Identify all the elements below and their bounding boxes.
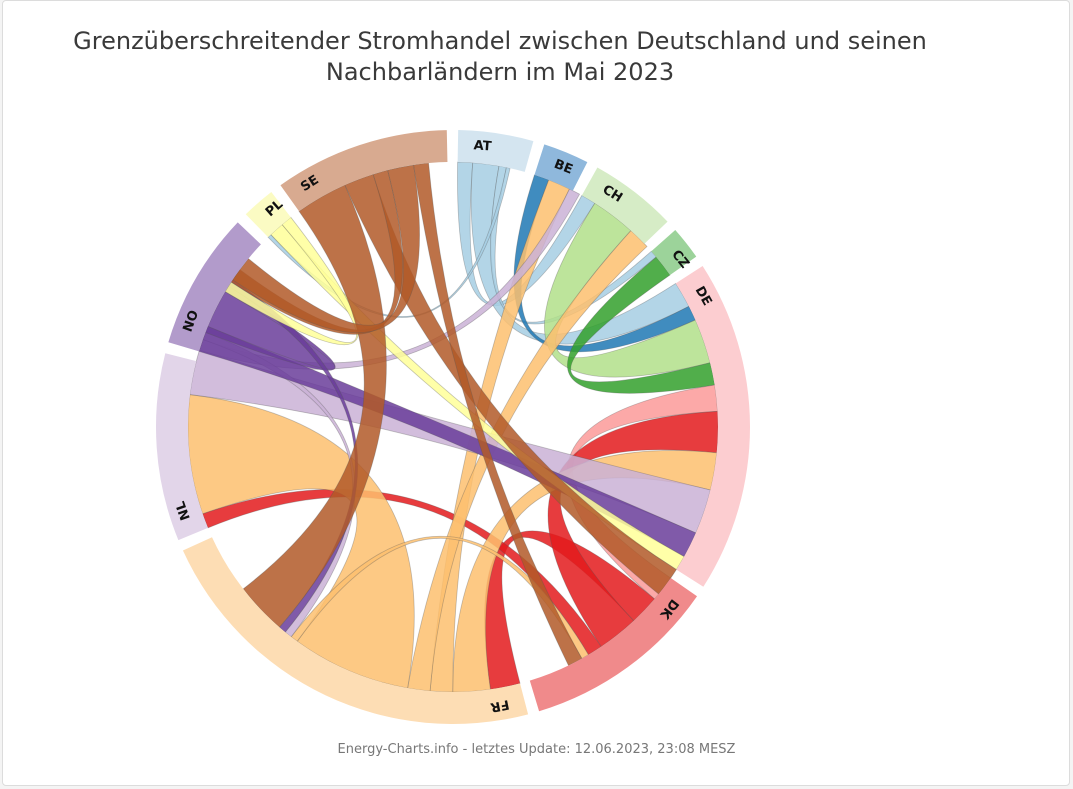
group-arc-cz[interactable] [651,230,697,275]
group-arc-dk[interactable] [529,578,698,712]
ribbon-fr-ch[interactable] [407,230,648,692]
group-arc-no[interactable] [168,222,261,352]
footer-credit: Energy-Charts.info - letztes Update: 12.… [337,742,736,757]
ribbon-at-ch[interactable] [457,161,596,306]
ribbon-se-fr[interactable] [242,184,387,628]
group-arc-at[interactable] [457,130,534,172]
group-arc-be[interactable] [534,144,588,191]
group-label-no: NO [181,308,203,334]
group-label-at: AT [473,138,492,154]
chart-title-line-2: Nachbarländern im Mai 2023 [325,58,675,86]
ribbon-cz-de[interactable] [567,256,716,394]
group-arc-ch[interactable] [581,167,668,244]
group-arc-fr[interactable] [182,537,529,724]
group-arc-de[interactable] [675,266,750,587]
group-arc-nl[interactable] [155,353,208,541]
ribbon-at-pl[interactable] [267,166,511,318]
group-arc-pl[interactable] [245,192,291,238]
group-arc-se[interactable] [280,130,448,212]
chart-title-line-1: Grenzüberschreitender Stromhandel zwisch… [73,27,927,55]
chart-title: Grenzüberschreitender Stromhandel zwisch… [30,26,970,88]
group-label-nl: NL [173,499,193,522]
group-label-fr: FR [489,696,510,714]
group-label-be: BE [552,157,575,178]
ribbon-fr-dk[interactable] [290,536,589,660]
